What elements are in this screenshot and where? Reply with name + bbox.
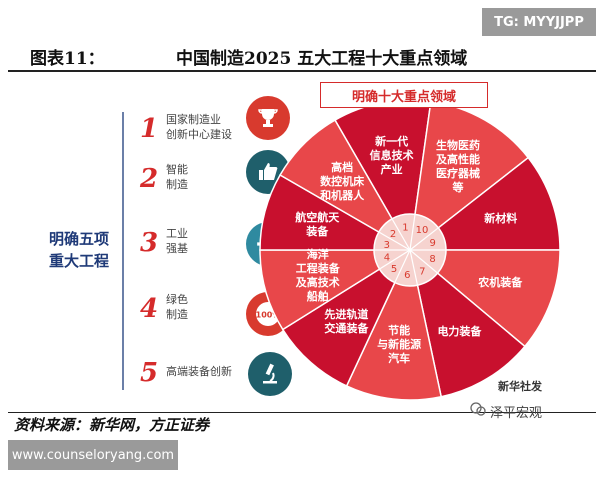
figure-title: 中国制造2025 五大工程十大重点领域 xyxy=(176,49,468,69)
five-projects-label-line1: 明确五项 xyxy=(48,230,109,248)
hub-spoke xyxy=(409,227,439,251)
sector-label: 新材料 xyxy=(484,211,518,225)
site-url[interactable]: www.counseloryang.com xyxy=(8,440,178,470)
wheel-sector xyxy=(345,281,443,401)
project-item: 3 工业强基 xyxy=(140,222,300,272)
sector-label: 农机装备 xyxy=(478,275,523,289)
wheel-sector xyxy=(437,156,561,251)
sector-label: 新一代 信息技术 产业 xyxy=(369,134,414,176)
bracket xyxy=(122,112,138,390)
center-number: 4 xyxy=(384,253,390,264)
top-rule xyxy=(8,70,596,72)
bottom-rule xyxy=(8,412,596,413)
project-label: 工业 强基 xyxy=(166,226,188,256)
wechat-icon xyxy=(470,402,486,416)
figure-label: 图表11： xyxy=(30,49,105,69)
center-number: 8 xyxy=(429,254,435,265)
hub-spoke xyxy=(409,249,419,286)
wheel-sector xyxy=(436,249,561,348)
project-label: 绿色 制造 xyxy=(166,292,188,322)
project-label-line1: 绿色 xyxy=(166,293,188,306)
project-label: 高端装备创新 xyxy=(166,364,232,379)
project-item: 1 国家制造业 创新中心建设 xyxy=(140,108,300,158)
center-number: 7 xyxy=(419,267,425,278)
center-number: 5 xyxy=(391,264,397,275)
center-number: 10 xyxy=(416,225,429,236)
project-label-line2: 制造 xyxy=(166,308,188,321)
project-number: 4 xyxy=(140,294,159,324)
wheel-sector xyxy=(416,272,526,398)
wheel-sector xyxy=(259,249,381,331)
project-label: 智能 制造 xyxy=(166,162,188,192)
project-item: 4 绿色制造 xyxy=(140,288,300,338)
sector-label: 节能 与新能源 汽车 xyxy=(377,324,422,366)
source-note: 资料来源：新华网，方正证券 xyxy=(14,416,210,434)
sector-label: 先进轨道 交通装备 xyxy=(324,307,369,335)
sector-label: 生物医药 及高性能 医疗器械等 xyxy=(436,138,480,194)
bottom-watermark: 泽平宏观 xyxy=(490,406,543,421)
project-number: 5 xyxy=(140,358,159,388)
hub-spoke xyxy=(409,214,416,251)
key-fields-banner: 明确十大重点领域 xyxy=(320,82,488,108)
project-label-line2: 强基 xyxy=(166,242,188,255)
sector-label: 航空航天 装备 xyxy=(295,211,340,239)
center-number: 1 xyxy=(402,222,408,233)
hub-spoke xyxy=(394,249,411,283)
wheel-sector xyxy=(279,119,394,234)
wheel-sector xyxy=(259,173,380,251)
top-watermark-badge: TG: MYYJJPP xyxy=(482,8,596,36)
project-item: 2 智能制造 xyxy=(140,158,300,208)
project-label-line1: 智能 xyxy=(166,163,188,176)
trophy-icon xyxy=(246,96,290,140)
project-number: 2 xyxy=(140,164,159,194)
hub-spoke xyxy=(379,249,411,270)
sector-label: 电力装备 xyxy=(437,325,482,339)
hub-spoke xyxy=(409,249,438,274)
wheel-sector xyxy=(281,268,396,387)
sector-label: 高档 数控机床 和机器人 xyxy=(320,161,365,203)
center-number: 2 xyxy=(390,229,396,240)
project-number: 3 xyxy=(140,228,159,258)
five-projects-label: 明确五项 重大工程 xyxy=(24,228,134,278)
xinhua-credit: 新华社发 xyxy=(498,380,542,393)
project-label-line2: 创新中心建设 xyxy=(166,128,232,141)
hub-spoke xyxy=(391,218,411,251)
project-label-line1: 工业 xyxy=(166,227,188,240)
hub-spoke xyxy=(378,231,411,251)
project-label-line1: 国家制造业 xyxy=(166,113,221,126)
project-number: 1 xyxy=(140,114,159,144)
center-number: 9 xyxy=(430,238,436,249)
project-label: 国家制造业创新中心建设 xyxy=(166,112,232,142)
five-projects-label-line2: 重大工程 xyxy=(48,252,109,270)
center-number: 6 xyxy=(404,270,410,281)
sector-label: 海洋 工程装备 及高技术 船舶 xyxy=(295,248,340,304)
svg-text:100%: 100% xyxy=(256,311,281,320)
project-label-line1: 高端装备创新 xyxy=(166,365,232,378)
center-number: 3 xyxy=(384,240,390,251)
figure-title-row: 图表11： 中国制造2025 五大工程十大重点领域 xyxy=(8,44,598,69)
project-item: 5 高端装备创新 xyxy=(140,352,300,402)
microscope-icon xyxy=(248,352,292,396)
project-label-line2: 制造 xyxy=(166,178,188,191)
